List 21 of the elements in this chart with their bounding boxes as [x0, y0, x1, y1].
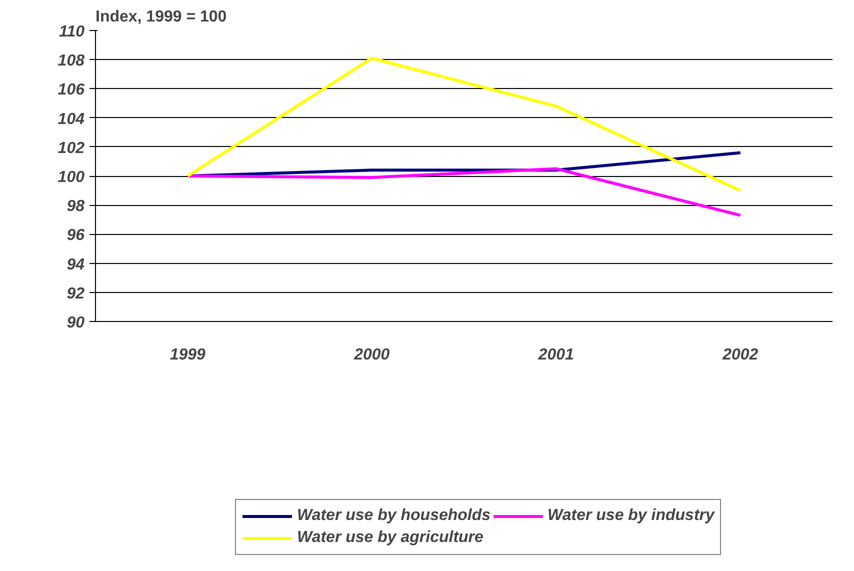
y-tick-label: 100	[58, 169, 85, 186]
y-tick-label: 92	[66, 285, 85, 302]
x-tick-label: 2000	[353, 346, 390, 364]
y-tick-label: 110	[58, 24, 85, 40]
x-tick-label: 2002	[722, 346, 758, 364]
y-tick-label: 108	[58, 52, 85, 70]
legend-label: Water use by agriculture	[297, 529, 484, 547]
line-series	[186, 56, 742, 192]
y-tick-label: 106	[58, 82, 85, 99]
line-series	[186, 167, 742, 217]
y-tick-label: 98	[66, 198, 85, 216]
legend-label: Water use by households	[297, 507, 491, 525]
y-tick-label: 104	[58, 110, 85, 128]
y-tick-label: 94	[66, 256, 85, 274]
x-tick-label: 1999	[170, 346, 206, 364]
y-tick-label: 96	[66, 227, 85, 244]
legend-label: Water use by industry	[548, 507, 714, 525]
y-axis-title: Index, 1999 = 100	[96, 8, 227, 26]
x-tick-label: 2001	[537, 346, 574, 364]
y-tick-label: 102	[58, 140, 85, 157]
y-tick-label: 90	[66, 314, 85, 332]
